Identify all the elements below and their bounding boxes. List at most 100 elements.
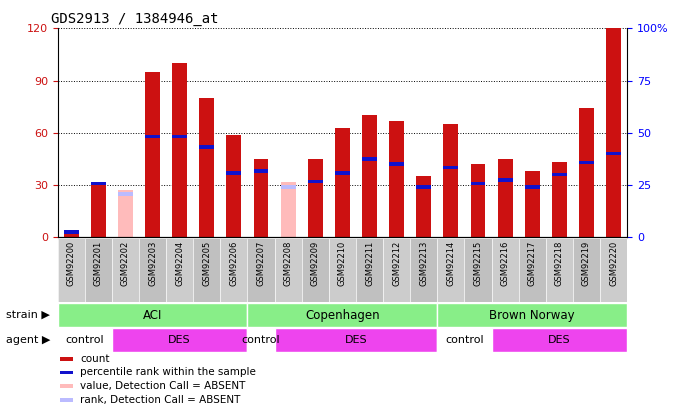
- Text: GSM92205: GSM92205: [202, 241, 212, 286]
- Text: count: count: [81, 354, 110, 364]
- Text: GSM92212: GSM92212: [392, 241, 401, 286]
- Bar: [226, 171, 241, 175]
- Bar: [579, 109, 594, 237]
- Bar: [546, 239, 573, 302]
- Bar: [172, 63, 187, 237]
- Text: GSM92218: GSM92218: [555, 241, 564, 286]
- Bar: [166, 239, 193, 302]
- Text: GSM92203: GSM92203: [148, 241, 157, 286]
- Bar: [525, 185, 540, 189]
- Bar: [226, 134, 241, 237]
- Bar: [416, 177, 431, 237]
- Bar: [416, 185, 431, 189]
- Text: agent ▶: agent ▶: [5, 335, 50, 345]
- Bar: [335, 171, 350, 175]
- Bar: [145, 72, 160, 237]
- Bar: [389, 162, 404, 166]
- Text: GSM92210: GSM92210: [338, 241, 347, 286]
- Text: GSM92216: GSM92216: [500, 241, 510, 286]
- Text: control: control: [242, 335, 280, 345]
- Bar: [437, 239, 464, 302]
- Bar: [606, 152, 621, 156]
- Bar: [600, 239, 627, 302]
- Bar: [247, 303, 437, 327]
- Text: Brown Norway: Brown Norway: [490, 309, 575, 322]
- Bar: [383, 239, 410, 302]
- Bar: [139, 239, 166, 302]
- Text: GSM92207: GSM92207: [256, 241, 266, 286]
- Bar: [220, 239, 247, 302]
- Bar: [329, 239, 356, 302]
- Bar: [308, 180, 323, 183]
- Bar: [437, 328, 492, 352]
- Bar: [471, 181, 485, 185]
- Bar: [199, 98, 214, 237]
- Bar: [91, 185, 106, 237]
- Bar: [356, 239, 383, 302]
- Bar: [275, 328, 437, 352]
- Text: GSM92200: GSM92200: [66, 241, 76, 286]
- Bar: [519, 239, 546, 302]
- Bar: [492, 239, 519, 302]
- Bar: [254, 159, 268, 237]
- Bar: [275, 239, 302, 302]
- Text: GSM92209: GSM92209: [311, 241, 320, 286]
- Text: GSM92214: GSM92214: [446, 241, 456, 286]
- Text: control: control: [66, 335, 104, 345]
- Text: ACI: ACI: [143, 309, 162, 322]
- Bar: [606, 28, 621, 237]
- Text: DES: DES: [548, 335, 571, 345]
- Text: GSM92215: GSM92215: [473, 241, 483, 286]
- Bar: [91, 181, 106, 185]
- Bar: [58, 328, 112, 352]
- Text: percentile rank within the sample: percentile rank within the sample: [81, 367, 256, 377]
- Text: GSM92208: GSM92208: [283, 241, 293, 286]
- Bar: [112, 328, 247, 352]
- Bar: [172, 134, 187, 138]
- Bar: [362, 157, 377, 161]
- Bar: [112, 239, 139, 302]
- Text: GSM92217: GSM92217: [527, 241, 537, 286]
- Bar: [389, 121, 404, 237]
- Bar: [281, 181, 296, 237]
- Text: GSM92213: GSM92213: [419, 241, 428, 286]
- Bar: [64, 234, 79, 237]
- Bar: [254, 169, 268, 173]
- Text: DES: DES: [168, 335, 191, 345]
- Bar: [335, 128, 350, 237]
- Bar: [199, 145, 214, 149]
- Bar: [552, 173, 567, 177]
- Text: Copenhagen: Copenhagen: [305, 309, 380, 322]
- Bar: [85, 239, 112, 302]
- Bar: [492, 328, 627, 352]
- Text: GSM92202: GSM92202: [121, 241, 130, 286]
- Bar: [58, 303, 247, 327]
- Bar: [579, 161, 594, 164]
- Bar: [247, 239, 275, 302]
- Bar: [498, 178, 513, 181]
- Bar: [498, 159, 513, 237]
- Bar: [60, 398, 73, 401]
- Bar: [247, 328, 275, 352]
- Bar: [60, 357, 73, 360]
- Text: GSM92204: GSM92204: [175, 241, 184, 286]
- Text: GDS2913 / 1384946_at: GDS2913 / 1384946_at: [51, 12, 218, 26]
- Bar: [60, 371, 73, 374]
- Text: GSM92201: GSM92201: [94, 241, 103, 286]
- Bar: [552, 162, 567, 237]
- Bar: [443, 166, 458, 169]
- Text: GSM92211: GSM92211: [365, 241, 374, 286]
- Bar: [437, 303, 627, 327]
- Text: DES: DES: [344, 335, 367, 345]
- Bar: [410, 239, 437, 302]
- Text: strain ▶: strain ▶: [6, 310, 50, 320]
- Bar: [145, 134, 160, 138]
- Text: control: control: [445, 335, 483, 345]
- Text: GSM92206: GSM92206: [229, 241, 239, 286]
- Bar: [362, 115, 377, 237]
- Bar: [471, 164, 485, 237]
- Text: value, Detection Call = ABSENT: value, Detection Call = ABSENT: [81, 381, 246, 391]
- Bar: [64, 230, 79, 234]
- Text: GSM92219: GSM92219: [582, 241, 591, 286]
- Bar: [193, 239, 220, 302]
